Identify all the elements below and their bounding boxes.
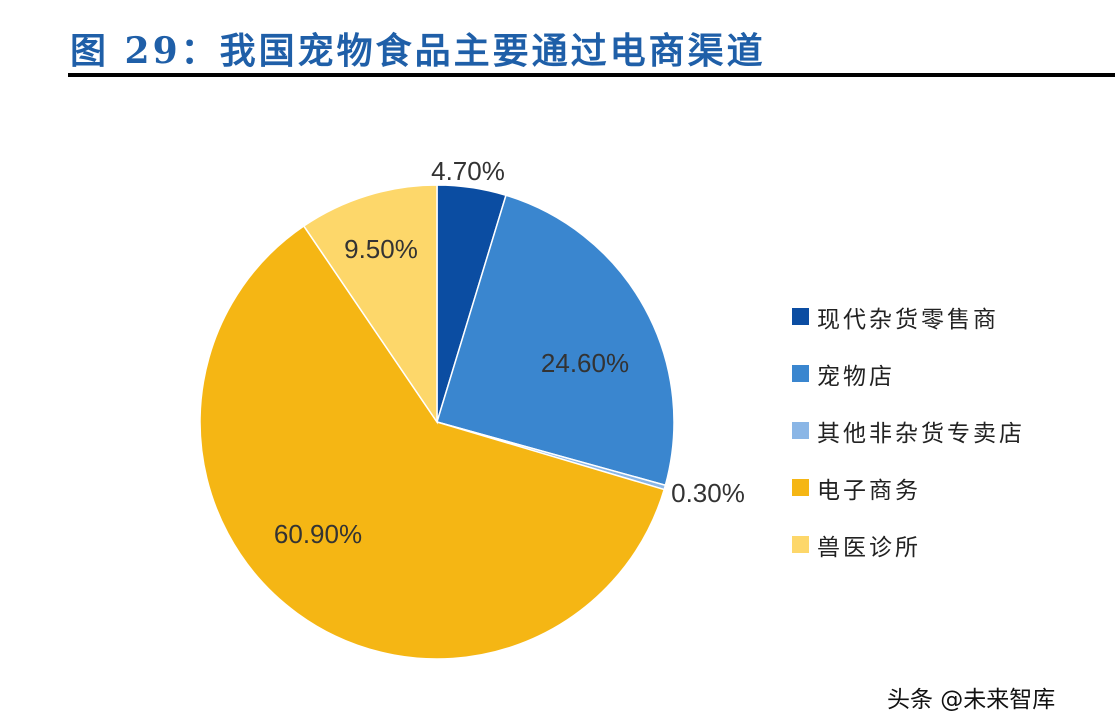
- legend-item: 其他非杂货专卖店: [792, 402, 1025, 459]
- legend-swatch: [792, 536, 809, 553]
- legend-swatch: [792, 422, 809, 439]
- legend-item: 宠物店: [792, 345, 1025, 402]
- slice-data-label: 9.50%: [344, 234, 418, 264]
- legend-label: 电子商务: [817, 477, 921, 504]
- legend-swatch: [792, 479, 809, 496]
- title-divider: [68, 73, 1115, 77]
- slice-data-label: 24.60%: [541, 348, 629, 378]
- legend-label: 宠物店: [817, 363, 895, 390]
- watermark: 头条 @未来智库: [887, 687, 1056, 713]
- legend-label: 现代杂货零售商: [817, 306, 999, 333]
- legend-label: 其他非杂货专卖店: [817, 420, 1025, 447]
- chart-title: 图 29：我国宠物食品主要通过电商渠道: [70, 30, 766, 72]
- slice-data-label: 0.30%: [671, 478, 745, 508]
- pie-slice: [436, 194, 675, 487]
- slice-data-label: 4.70%: [431, 156, 505, 186]
- legend-item: 现代杂货零售商: [792, 288, 1025, 345]
- legend-item: 兽医诊所: [792, 516, 1025, 573]
- legend: 现代杂货零售商 宠物店 其他非杂货专卖店 电子商务 兽医诊所: [792, 288, 1025, 573]
- slice-data-label: 60.90%: [274, 519, 362, 549]
- pie-slice: [199, 224, 666, 660]
- legend-item: 电子商务: [792, 459, 1025, 516]
- pie-slice: [302, 184, 438, 425]
- legend-swatch: [792, 308, 809, 325]
- legend-swatch: [792, 365, 809, 382]
- legend-label: 兽医诊所: [817, 534, 921, 561]
